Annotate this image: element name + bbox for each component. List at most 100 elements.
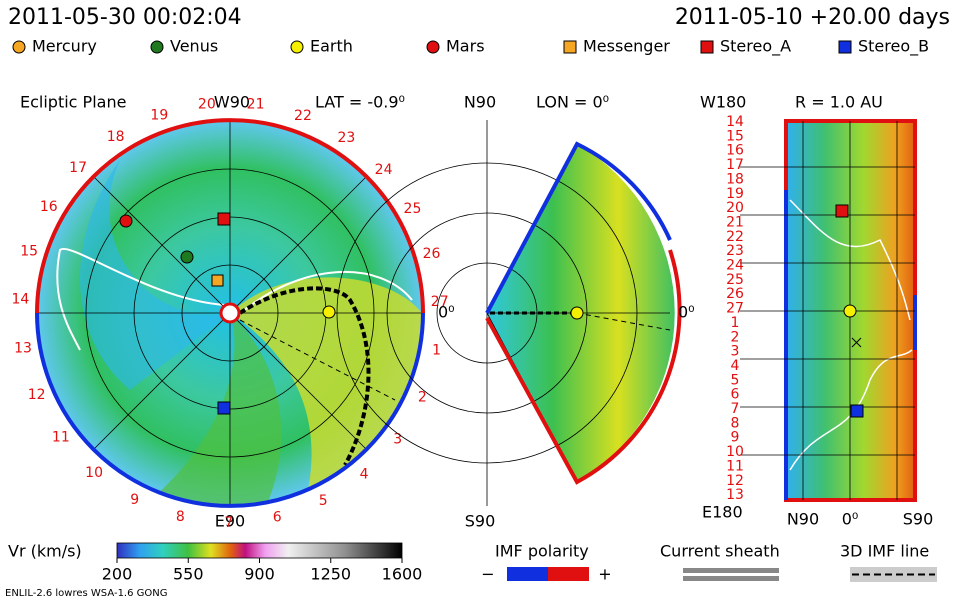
sheath-swatch <box>683 576 779 581</box>
x-label: S90 <box>903 510 934 529</box>
day-label: 24 <box>375 162 393 178</box>
day-label: 14 <box>726 114 744 130</box>
imf-line-label: 3D IMF line <box>840 542 929 561</box>
bottom-label: E180 <box>702 503 743 522</box>
day-label: 2 <box>731 329 740 345</box>
day-label: 13 <box>14 340 32 356</box>
meridional-panel: N90 LON = 0⁰ S90 0⁰ <box>336 93 695 531</box>
colorbar-label: Vr (km/s) <box>8 542 82 561</box>
day-label: 6 <box>273 510 282 526</box>
day-label: 20 <box>726 200 744 216</box>
top-label: N90 <box>464 93 496 112</box>
legend-marker <box>700 40 714 54</box>
polarity-positive <box>548 567 589 581</box>
day-label: 13 <box>726 487 744 503</box>
day-label: 21 <box>247 97 265 113</box>
day-label: 9 <box>731 430 740 446</box>
colorbar-tick-label: 200 <box>102 565 133 584</box>
day-label: 8 <box>176 509 185 525</box>
day-label: 18 <box>726 171 744 187</box>
day-label: 10 <box>726 444 744 460</box>
day-label: 20 <box>198 96 216 112</box>
day-label: 7 <box>224 515 233 531</box>
legend-marker <box>426 40 440 54</box>
day-label: 12 <box>726 473 744 489</box>
ecliptic-structures <box>56 160 423 506</box>
legend-marker <box>838 40 852 54</box>
day-label: 24 <box>726 258 744 274</box>
colorbar-tick-label: 900 <box>244 565 275 584</box>
earth-direction <box>239 319 396 401</box>
angle-label: 0⁰ <box>438 303 455 322</box>
current-sheath-label: Current sheath <box>660 542 780 561</box>
day-label: 12 <box>28 387 46 403</box>
day-label: 14 <box>12 292 30 308</box>
day-label: 25 <box>726 272 744 288</box>
legend-label: Venus <box>170 37 218 56</box>
day-label: 11 <box>52 429 70 445</box>
day-label: 23 <box>726 243 744 259</box>
r-label: R = 1.0 AU <box>795 93 883 112</box>
imf-line <box>238 286 371 466</box>
day-label: 2 <box>418 389 427 405</box>
day-label: 15 <box>20 244 38 260</box>
legend-label: Stereo_A <box>720 37 791 57</box>
legend: Mercury Venus Earth Mars Messenger Stereo_A St… <box>12 37 929 57</box>
day-label: 26 <box>423 246 441 262</box>
x-label: 0⁰ <box>842 510 859 529</box>
polarity-plus: + <box>598 565 611 584</box>
day-label: 1 <box>432 343 441 359</box>
day-label: 23 <box>338 130 356 146</box>
ecliptic-panel: Ecliptic Plane W90 LAT = -0.9⁰ E90 0⁰ 12… <box>12 93 455 531</box>
lat-label: LAT = -0.9⁰ <box>315 93 405 112</box>
colorbar-tick-label: 550 <box>173 565 204 584</box>
day-label: 22 <box>294 108 312 124</box>
radial-panel: W180 R = 1.0 AU E180 N90 0⁰ S9014151617181… <box>700 93 933 529</box>
day-label: 17 <box>726 157 744 173</box>
day-label: 26 <box>726 286 744 302</box>
legend-label: Earth <box>310 37 353 56</box>
day-label: 8 <box>731 415 740 431</box>
day-label: 17 <box>69 160 87 176</box>
day-label: 4 <box>360 467 369 483</box>
day-label: 25 <box>404 201 422 217</box>
day-label: 19 <box>150 107 168 123</box>
panel-title: Ecliptic Plane <box>20 93 126 112</box>
day-label: 7 <box>731 401 740 417</box>
legend-label: Mars <box>446 37 485 56</box>
footer: ENLIL-2.6 lowres WSA-1.6 GONG <box>5 588 168 599</box>
day-label: 21 <box>726 214 744 230</box>
day-label: 4 <box>731 358 740 374</box>
run-time: 2011-05-10 +20.00 days <box>675 5 950 30</box>
day-label: 9 <box>130 492 139 508</box>
bottom-label: E90 <box>215 512 245 531</box>
x-label: N90 <box>787 510 819 529</box>
day-label: 5 <box>731 372 740 388</box>
day-label: 10 <box>85 465 103 481</box>
legend-label: Mercury <box>32 37 97 56</box>
day-label: 6 <box>731 387 740 403</box>
legend-label: Stereo_B <box>858 37 929 57</box>
day-label: 11 <box>726 458 744 474</box>
day-label: 18 <box>107 129 125 145</box>
angle-label: 0⁰ <box>678 303 695 322</box>
day-label: 3 <box>393 431 402 447</box>
datetime: 2011-05-30 00:02:04 <box>8 5 242 30</box>
legend-marker <box>290 40 304 54</box>
legend-marker <box>12 40 26 54</box>
day-label: 5 <box>319 493 328 509</box>
colorbar-tick-label: 1600 <box>382 565 423 584</box>
colorbar <box>116 542 403 559</box>
bottom-label: S90 <box>465 512 496 531</box>
legend-marker <box>563 40 577 54</box>
legend-marker <box>150 40 164 54</box>
day-label: 1 <box>731 315 740 331</box>
day-label: 27 <box>726 301 744 317</box>
colorbar-tick-label: 1250 <box>310 565 351 584</box>
lon-label: LON = 0⁰ <box>536 93 609 112</box>
legend-label: Messenger <box>583 37 670 56</box>
imf-line-swatch <box>850 567 937 582</box>
top-label: W90 <box>214 93 250 112</box>
sheath-swatch <box>683 568 779 573</box>
